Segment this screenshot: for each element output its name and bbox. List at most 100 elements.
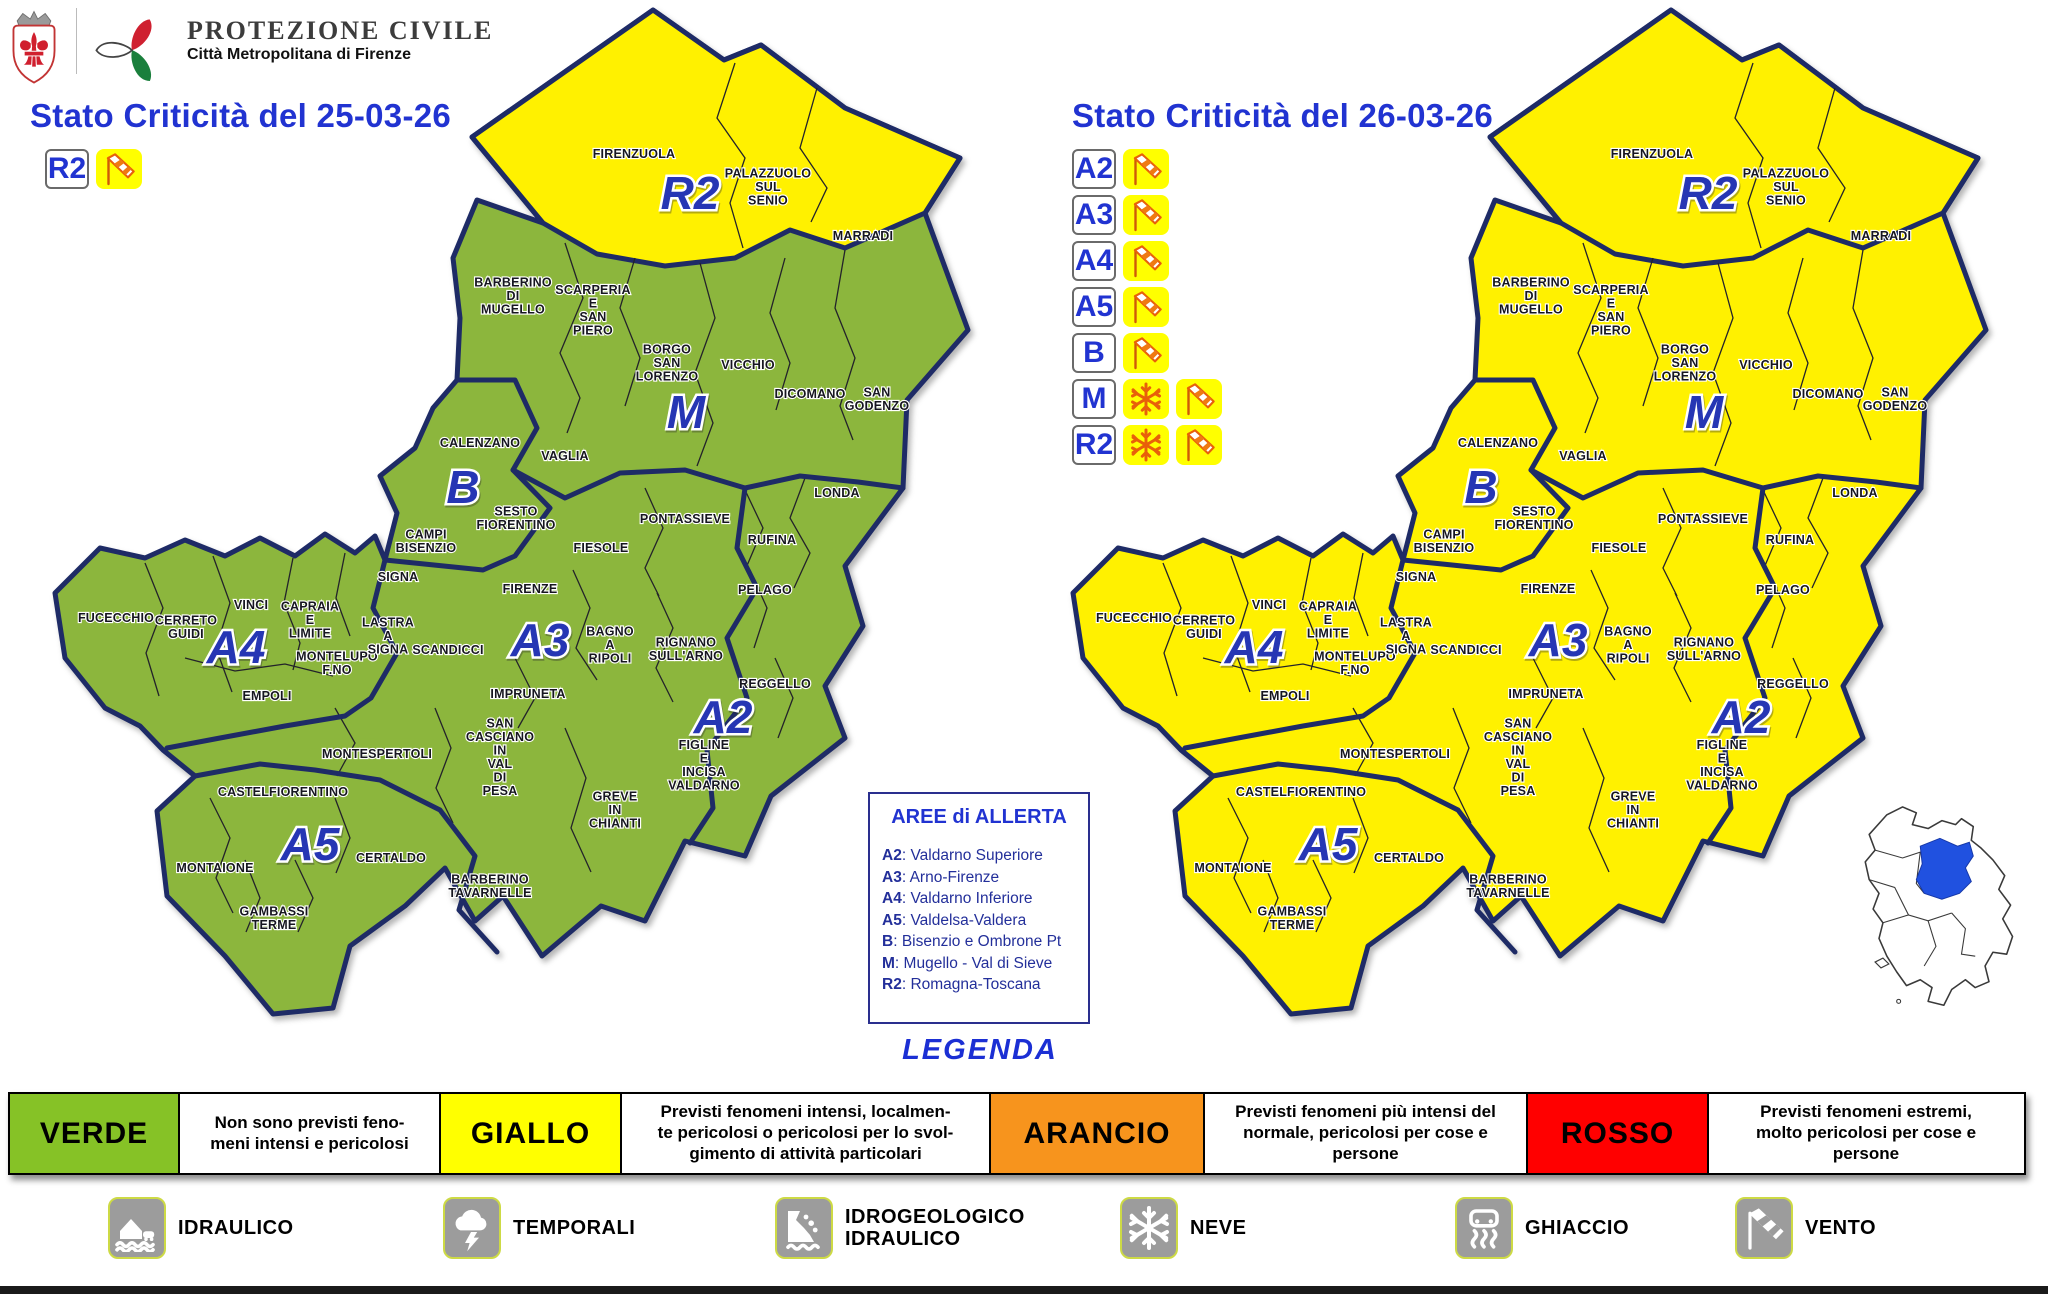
flood-icon	[108, 1197, 166, 1259]
municipality-border	[1792, 657, 1812, 739]
zone-code-chip: R2	[1072, 425, 1116, 465]
protezione-civile-logo	[95, 19, 152, 81]
municipality-label: CERTALDO	[1374, 851, 1444, 865]
municipality-label: RIGNANO SULL'ARNO	[649, 635, 723, 663]
alert-map: FIRENZUOLA PALAZZUOLO SUL SENIO MARRADI BARBE…	[52, 7, 971, 1017]
municipality-border	[184, 657, 334, 677]
zone-label: M	[1685, 386, 1725, 438]
municipality-border	[774, 657, 794, 739]
municipality-border	[294, 859, 314, 933]
municipality-label: CAMPI BISENZIO	[396, 527, 457, 555]
zone-code-chip: R2	[45, 149, 89, 189]
bottom-border-bar	[0, 1286, 2048, 1294]
zone-border	[164, 557, 400, 751]
municipality-label: IMPRUNETA	[490, 687, 565, 701]
municipality-label: VINCI	[234, 598, 268, 612]
municipality-border	[564, 727, 592, 873]
municipality-label: PELAGO	[738, 583, 792, 597]
phenomenon-neve: NEVE	[1120, 1197, 1246, 1259]
municipality-label: IMPRUNETA	[1508, 687, 1583, 701]
alert-area-item: A3: Arno-Firenze	[882, 868, 1000, 886]
municipality-border	[789, 477, 811, 589]
map-province-body	[52, 7, 971, 1017]
map-zone-r2	[469, 7, 963, 269]
municipality-border	[1452, 707, 1472, 824]
left-panel-title: Stato Criticità del 25-03-26	[30, 97, 452, 134]
municipality-label: FIESOLE	[574, 541, 629, 555]
phenomenon-temporali: TEMPORALI	[443, 1197, 635, 1259]
zone-code-chip: A2	[1072, 149, 1116, 189]
municipality-label: MONTAIONE	[1194, 861, 1271, 875]
municipality-label: CAMPI BISENZIO	[1414, 527, 1475, 555]
municipality-border	[335, 552, 351, 637]
municipality-label: DICOMANO	[774, 387, 845, 401]
municipality-border	[644, 487, 664, 597]
alert-map: FIRENZUOLA PALAZZUOLO SUL SENIO MARRADI BARBE…	[1070, 7, 1989, 1017]
windsock-icon	[1123, 287, 1169, 327]
municipality-label: EMPOLI	[242, 689, 291, 703]
municipality-label: VAGLIA	[541, 449, 589, 463]
municipality-label: GREVE IN CHIANTI	[1607, 790, 1659, 831]
municipality-label: MARRADI	[833, 229, 893, 243]
windsock-icon	[1735, 1197, 1793, 1259]
municipality-label: BARBERINO DI MUGELLO	[474, 276, 552, 317]
municipality-border	[514, 657, 536, 729]
legend-table: VERDE Non sono previsti feno- meni inten…	[8, 1092, 2026, 1175]
municipality-label: FIESOLE	[1592, 541, 1647, 555]
municipality-border	[209, 797, 234, 914]
municipality-border	[799, 87, 828, 223]
zone-border	[382, 377, 553, 573]
legend-desc-giallo: Previsti fenomeni intensi, localmen- te …	[619, 1092, 992, 1175]
zone-label: R2	[1679, 167, 1738, 219]
zone-border	[1705, 485, 1778, 846]
municipality-border	[1637, 257, 1659, 407]
municipality-label: FUCECCHIO	[78, 611, 154, 625]
zone-code-chip: A4	[1072, 241, 1116, 281]
municipality-border	[619, 257, 641, 407]
municipality-border	[434, 707, 454, 824]
municipality-border	[1227, 797, 1252, 914]
zone-label: A2	[693, 691, 753, 743]
legend-desc-rosso: Previsti fenomeni estremi, molto pericol…	[1706, 1092, 2026, 1175]
municipality-border	[283, 557, 301, 671]
legend-level-verde: VERDE	[8, 1092, 180, 1175]
municipality-border	[1577, 242, 1602, 434]
org-name: PROTEZIONE CIVILE	[187, 16, 494, 45]
municipality-label: FIGLINE E INCISA VALDARNO	[1686, 738, 1758, 793]
municipality-border	[1532, 657, 1554, 729]
alert-area-item: A2: Valdarno Superiore	[882, 847, 1043, 864]
municipality-border	[559, 242, 584, 434]
municipality-border	[1162, 562, 1182, 697]
zone-label: M	[667, 386, 707, 438]
municipality-label: GAMBASSI TERME	[1258, 904, 1327, 932]
snowflake-icon	[1123, 425, 1169, 465]
tuscany-inset-map	[1864, 806, 2014, 1007]
snowflake-icon	[1120, 1197, 1178, 1259]
municipality-label: DICOMANO	[1792, 387, 1863, 401]
zone-border	[1182, 557, 1418, 751]
windsock-icon	[1123, 149, 1169, 189]
alert-area-item: M: Mugello - Val di Sieve	[882, 954, 1053, 972]
municipality-label: VINCI	[1252, 598, 1286, 612]
municipality-label: SAN GODENZO	[1863, 385, 1928, 413]
municipality-label: EMPOLI	[1260, 689, 1309, 703]
legend-level-rosso: ROSSO	[1526, 1092, 1709, 1175]
landslide-icon	[775, 1197, 833, 1259]
legend-desc-verde: Non sono previsti feno- meni intensi e p…	[177, 1092, 442, 1175]
legend-heading: LEGENDA	[902, 1034, 1058, 1066]
phenomenon-idraulico: IDRAULICO	[108, 1197, 294, 1259]
municipality-label: BAGNO A RIPOLI	[1604, 625, 1652, 666]
municipality-label: CERTALDO	[356, 851, 426, 865]
zone-label: A4	[1224, 621, 1284, 673]
municipality-label: MONTESPERTOLI	[322, 747, 432, 761]
map-zone-r2	[1487, 7, 1981, 269]
alert-badge-A3: A3	[1072, 195, 1222, 235]
municipality-border	[1673, 592, 1692, 703]
florence-coat-of-arms-icon	[12, 10, 56, 84]
municipality-label: GAMBASSI TERME	[240, 904, 309, 932]
municipality-label: PELAGO	[1756, 583, 1810, 597]
alert-badge-A5: A5	[1072, 287, 1222, 327]
zone-label: A3	[1528, 614, 1588, 666]
municipality-label: MONTAIONE	[176, 861, 253, 875]
municipality-label: MARRADI	[1851, 229, 1911, 243]
